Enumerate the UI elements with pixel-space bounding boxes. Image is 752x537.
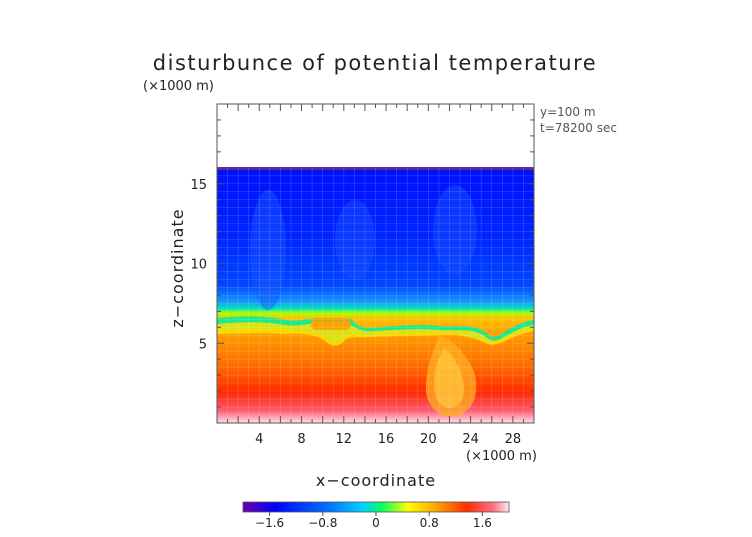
contour-field (217, 104, 534, 423)
model-top-line (217, 167, 534, 170)
grid-lines (217, 104, 534, 423)
x-tick-label: 12 (336, 432, 353, 447)
transition-layer-band (217, 316, 534, 344)
colorbar (242, 501, 510, 513)
cold-eddy-left (250, 190, 286, 310)
cold-eddy-mid (335, 200, 375, 280)
warm-plume-core (434, 348, 465, 408)
y-tick-label: 15 (190, 178, 207, 193)
x-tick-label: 24 (462, 432, 479, 447)
x-unit-label: (×1000 m) (466, 449, 537, 464)
x-axis-title: x−coordinate (316, 471, 436, 490)
y-axis: 5 10 15 (190, 119, 534, 408)
colorbar-tick-label: 1.6 (473, 516, 492, 530)
z-unit-label: (×1000 m) (143, 79, 214, 94)
cold-pocket (311, 318, 351, 330)
x-tick-label: 4 (255, 432, 263, 447)
transition-layer-core (217, 322, 534, 346)
x-tick-label: 16 (378, 432, 395, 447)
x-tick-label: 20 (420, 432, 437, 447)
colorbar-ticks: −1.6 −0.8 0 0.8 1.6 (255, 512, 492, 530)
colorbar-tick-label: 0 (372, 516, 380, 530)
x-axis: 4 8 12 16 20 24 28 (227, 104, 524, 447)
x-tick-label: 8 (297, 432, 305, 447)
annotation-t: t=78200 sec (540, 121, 617, 135)
x-tick-label: 28 (505, 432, 522, 447)
colorbar-tick-label: 0.8 (420, 516, 439, 530)
y-axis-title: z−coordinate (168, 208, 187, 327)
y-tick-label: 5 (199, 337, 207, 352)
chart-title: disturbunce of potential temperature (153, 51, 597, 75)
y-tick-label: 10 (190, 258, 207, 273)
annotation-y: y=100 m (540, 105, 596, 119)
colorbar-tick-label: −1.6 (255, 516, 284, 530)
colorbar-tick-label: −0.8 (308, 516, 337, 530)
cold-eddy-right (433, 185, 477, 275)
